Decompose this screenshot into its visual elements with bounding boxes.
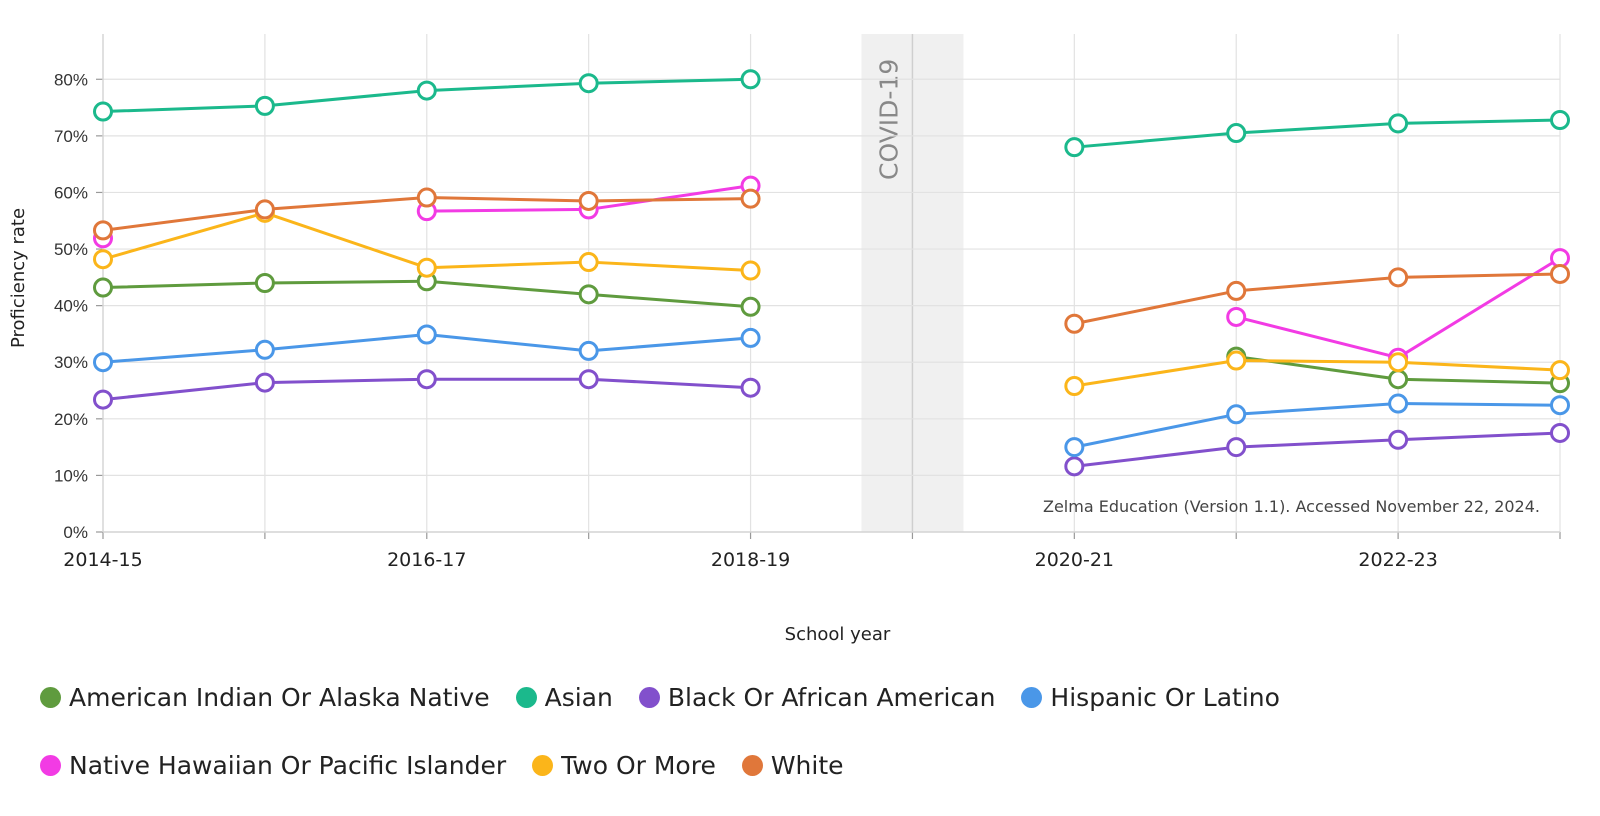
data-point-white bbox=[1064, 313, 1085, 334]
y-tick-label: 20% bbox=[54, 410, 88, 429]
data-point-hispanic-or-latino bbox=[93, 352, 113, 373]
data-point-asian bbox=[416, 80, 437, 101]
data-point-asian bbox=[1226, 123, 1247, 144]
data-point-asian bbox=[1064, 137, 1085, 158]
y-tick-label: 0% bbox=[63, 523, 88, 542]
data-point-two-or-more bbox=[1064, 375, 1085, 396]
data-point-asian bbox=[254, 95, 275, 116]
series-line-black-or-african-american bbox=[1074, 431, 1561, 468]
legend-item-white[interactable]: White bbox=[741, 750, 844, 780]
series-line-hispanic-or-latino bbox=[1074, 402, 1561, 449]
data-point-two-or-more bbox=[578, 252, 599, 273]
data-point-hispanic-or-latino bbox=[254, 339, 275, 360]
data-point-black-or-african-american bbox=[416, 369, 437, 390]
legend-swatch bbox=[40, 754, 61, 776]
legend-label: American Indian Or Alaska Native bbox=[69, 682, 490, 712]
legend-item-american-indian[interactable]: American Indian Or Alaska Native bbox=[40, 683, 490, 712]
legend-item-native-hawaiian[interactable]: Native Hawaiian Or Pacific Islander bbox=[40, 751, 506, 780]
y-axis-title: Proficiency rate bbox=[8, 208, 29, 348]
y-tick-label: 30% bbox=[54, 353, 88, 372]
data-point-hispanic-or-latino bbox=[1226, 404, 1247, 425]
data-point-native-hawaiian-or-pacific-islander bbox=[1226, 306, 1247, 327]
legend-item-hispanic[interactable]: Hispanic Or Latino bbox=[1021, 682, 1280, 712]
y-tick-label: 40% bbox=[54, 297, 88, 316]
x-axis-title: School year bbox=[785, 624, 891, 645]
y-tick-label: 50% bbox=[54, 240, 88, 259]
legend-label: Hispanic Or Latino bbox=[1050, 682, 1280, 712]
legend-swatch bbox=[741, 754, 763, 776]
x-tick-label: 2022-23 bbox=[1358, 549, 1437, 571]
series-line-two-or-more bbox=[1074, 359, 1561, 388]
data-point-black-or-african-american bbox=[254, 372, 275, 393]
legend-swatch bbox=[532, 754, 554, 776]
data-point-two-or-more bbox=[1226, 350, 1247, 371]
data-point-two-or-more bbox=[1388, 352, 1409, 373]
data-point-hispanic-or-latino bbox=[1550, 395, 1570, 416]
source-note: Zelma Education (Version 1.1). Accessed … bbox=[1043, 497, 1540, 516]
data-point-black-or-african-american bbox=[1388, 429, 1409, 450]
data-point-american-indian-or-alaska-native bbox=[740, 296, 761, 317]
legend-swatch bbox=[515, 686, 537, 708]
legend-swatch bbox=[1021, 686, 1043, 708]
data-point-asian bbox=[740, 69, 761, 90]
data-point-white bbox=[416, 187, 437, 208]
data-point-white bbox=[93, 220, 113, 241]
data-point-black-or-african-american bbox=[1064, 456, 1085, 477]
legend-label: Native Hawaiian Or Pacific Islander bbox=[69, 750, 507, 780]
data-point-white bbox=[254, 199, 275, 220]
data-point-black-or-african-american bbox=[1226, 437, 1247, 458]
y-tick-label: 60% bbox=[54, 183, 88, 202]
legend-item-asian[interactable]: Asian bbox=[515, 682, 613, 712]
y-tick-label: 10% bbox=[54, 466, 88, 485]
data-point-asian bbox=[93, 101, 113, 122]
data-point-asian bbox=[1550, 110, 1570, 131]
x-tick-label: 2016-17 bbox=[387, 549, 466, 571]
line-chart: COVID-19 0% 10% 20% 30% 40% 50% 60% 70% 80% 2014-1… bbox=[8, 34, 1570, 645]
legend-label: Asian bbox=[544, 682, 613, 712]
legend-label: Two Or More bbox=[561, 750, 716, 780]
legend-item-black[interactable]: Black Or African American bbox=[638, 682, 996, 712]
legend-item-two-or-more[interactable]: Two Or More bbox=[532, 751, 716, 780]
series-line-white bbox=[1074, 272, 1561, 326]
data-point-black-or-african-american bbox=[578, 369, 599, 390]
covid-label: COVID-19 bbox=[874, 59, 903, 180]
legend: American Indian Or Alaska Native Asian B… bbox=[40, 680, 1580, 816]
data-point-american-indian-or-alaska-native bbox=[1388, 369, 1409, 390]
data-point-hispanic-or-latino bbox=[740, 327, 761, 348]
legend-row-2: Native Hawaiian Or Pacific Islander Two … bbox=[40, 748, 1580, 782]
legend-swatch bbox=[40, 686, 61, 708]
legend-label: Black Or African American bbox=[667, 682, 996, 712]
data-point-two-or-more bbox=[1550, 360, 1570, 381]
data-point-white bbox=[578, 190, 599, 211]
x-tick-label: 2018-19 bbox=[711, 549, 790, 571]
y-tick-label: 80% bbox=[54, 70, 88, 89]
data-point-black-or-african-american bbox=[1550, 422, 1570, 443]
data-point-black-or-african-american bbox=[740, 377, 761, 398]
legend-swatch bbox=[638, 686, 660, 708]
data-point-white bbox=[1550, 263, 1570, 284]
x-tick-label: 2020-21 bbox=[1035, 549, 1114, 571]
data-point-asian bbox=[578, 73, 599, 94]
y-tick-label: 70% bbox=[54, 127, 88, 146]
data-point-two-or-more bbox=[740, 260, 761, 281]
data-point-two-or-more bbox=[416, 257, 437, 278]
data-point-american-indian-or-alaska-native bbox=[578, 284, 599, 305]
data-point-hispanic-or-latino bbox=[416, 324, 437, 345]
series-line-asian bbox=[1074, 118, 1561, 149]
data-point-white bbox=[740, 188, 761, 209]
legend-label: White bbox=[770, 750, 844, 780]
legend-row-1: American Indian Or Alaska Native Asian B… bbox=[40, 680, 1580, 714]
data-point-american-indian-or-alaska-native bbox=[254, 273, 275, 293]
data-point-hispanic-or-latino bbox=[1388, 393, 1409, 414]
data-point-white bbox=[1226, 280, 1247, 301]
x-tick-label: 2014-15 bbox=[63, 549, 142, 571]
data-point-american-indian-or-alaska-native bbox=[93, 277, 113, 298]
data-point-hispanic-or-latino bbox=[578, 340, 599, 361]
data-point-hispanic-or-latino bbox=[1064, 437, 1085, 458]
data-point-white bbox=[1388, 267, 1409, 288]
data-point-asian bbox=[1388, 113, 1409, 134]
data-point-two-or-more bbox=[93, 249, 113, 270]
data-point-black-or-african-american bbox=[93, 389, 113, 410]
